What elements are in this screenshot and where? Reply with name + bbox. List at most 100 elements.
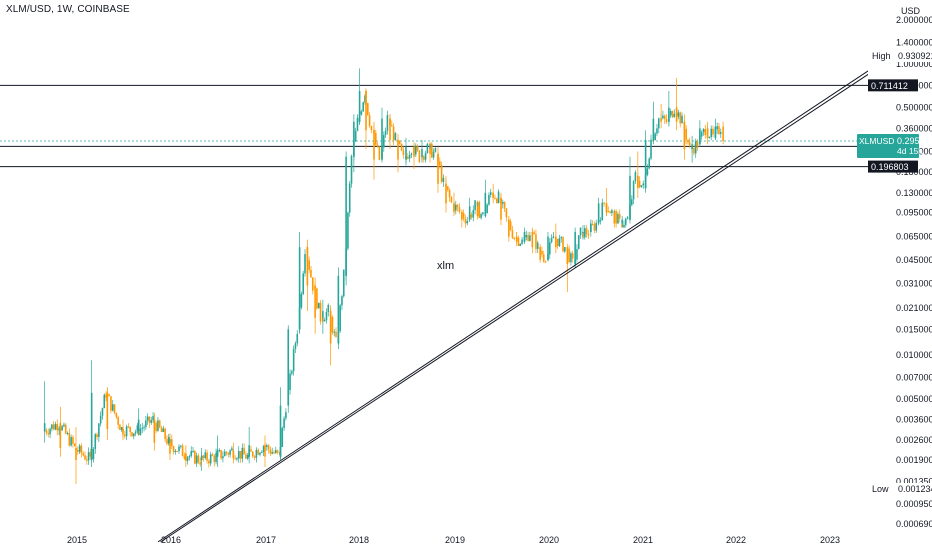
candle bbox=[59, 423, 62, 448]
candle bbox=[98, 423, 100, 437]
candle bbox=[621, 219, 623, 224]
candle bbox=[322, 311, 324, 318]
candle bbox=[84, 455, 86, 460]
candle bbox=[267, 445, 270, 450]
candle bbox=[136, 425, 139, 432]
y-tick-label: 2.000000 bbox=[896, 15, 932, 25]
candle bbox=[150, 420, 153, 423]
candle bbox=[178, 446, 180, 452]
candle bbox=[325, 311, 328, 321]
candle bbox=[310, 269, 312, 278]
candle bbox=[80, 445, 83, 454]
candle bbox=[120, 427, 123, 431]
trendline-1[interactable] bbox=[157, 67, 873, 543]
candle bbox=[683, 121, 686, 149]
candle bbox=[500, 197, 502, 220]
candle bbox=[347, 212, 349, 249]
candle bbox=[392, 126, 395, 141]
candle bbox=[656, 128, 658, 134]
candle bbox=[306, 247, 309, 286]
y-tick-label: 0.002600 bbox=[896, 435, 932, 445]
candle bbox=[251, 451, 254, 457]
candle bbox=[162, 428, 165, 432]
candle bbox=[685, 128, 687, 140]
candle bbox=[593, 224, 596, 231]
candle bbox=[716, 126, 718, 130]
candle bbox=[300, 293, 303, 308]
candle bbox=[333, 331, 336, 333]
candle bbox=[92, 448, 95, 460]
candle bbox=[167, 436, 170, 444]
candle bbox=[157, 420, 159, 431]
candle bbox=[185, 453, 187, 460]
level-label: 0.196803 bbox=[871, 162, 909, 172]
candle bbox=[271, 452, 273, 454]
candle bbox=[566, 247, 569, 265]
annotation-xlm: xlm bbox=[437, 260, 454, 272]
candle bbox=[269, 449, 272, 454]
candle bbox=[597, 203, 600, 224]
candle bbox=[542, 254, 545, 262]
candle bbox=[259, 452, 261, 455]
candle bbox=[445, 183, 447, 204]
candle bbox=[544, 261, 547, 263]
candle bbox=[308, 260, 310, 270]
candle bbox=[429, 148, 431, 155]
y-tick-label: 0.001900 bbox=[896, 455, 932, 465]
candle bbox=[626, 217, 629, 219]
candle bbox=[246, 454, 249, 459]
candle bbox=[323, 320, 326, 322]
candle bbox=[353, 121, 355, 157]
candle bbox=[450, 197, 453, 203]
candle bbox=[576, 249, 578, 260]
candle bbox=[405, 146, 407, 160]
candle bbox=[122, 429, 124, 432]
candle bbox=[209, 454, 212, 464]
candle bbox=[335, 331, 337, 337]
candle bbox=[440, 165, 443, 182]
candle bbox=[472, 210, 475, 218]
candle bbox=[176, 450, 178, 452]
candle bbox=[533, 232, 535, 235]
candle bbox=[181, 445, 184, 457]
candle bbox=[327, 304, 330, 312]
trendline-2[interactable] bbox=[160, 71, 873, 543]
candle bbox=[292, 349, 295, 372]
candle bbox=[442, 177, 445, 182]
candle bbox=[555, 236, 557, 248]
candle bbox=[119, 424, 121, 431]
candle bbox=[718, 126, 720, 134]
candle bbox=[577, 235, 580, 250]
x-tick-label: 2020 bbox=[539, 535, 559, 545]
candle bbox=[399, 140, 401, 144]
candle bbox=[137, 419, 140, 432]
candle bbox=[78, 445, 81, 452]
candle bbox=[243, 447, 245, 455]
low-bg bbox=[896, 483, 932, 495]
current-price-label: 0.295150 bbox=[897, 136, 932, 146]
level-label-box bbox=[868, 79, 918, 92]
candle bbox=[434, 148, 437, 152]
candle bbox=[562, 237, 564, 252]
candle bbox=[681, 115, 683, 124]
candle bbox=[231, 448, 233, 451]
candle bbox=[86, 459, 88, 461]
candle bbox=[111, 404, 114, 411]
candle bbox=[632, 181, 635, 200]
candle bbox=[536, 242, 539, 249]
candle bbox=[638, 180, 641, 188]
candle bbox=[194, 450, 196, 464]
candle bbox=[714, 126, 717, 138]
candle bbox=[279, 405, 282, 457]
candle bbox=[418, 150, 421, 162]
candle bbox=[158, 420, 161, 428]
candle bbox=[607, 211, 610, 213]
candle bbox=[248, 445, 250, 457]
candle bbox=[687, 139, 689, 143]
candle bbox=[550, 238, 553, 243]
candle bbox=[517, 237, 520, 247]
candle bbox=[96, 434, 98, 437]
candle bbox=[192, 450, 194, 452]
